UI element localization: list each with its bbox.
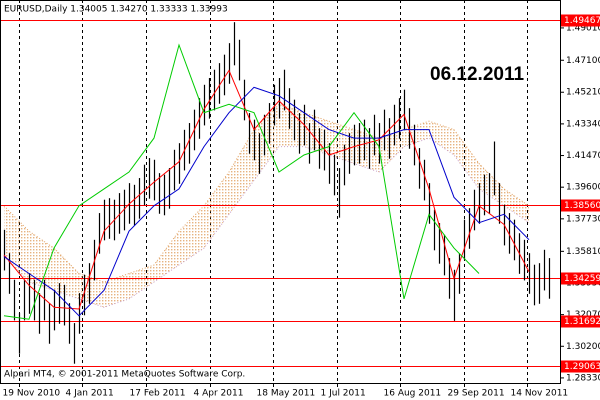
- y-tick-label: 1.35810: [566, 247, 600, 257]
- y-tick-label: 1.45210: [566, 88, 600, 98]
- plot-area: [0, 0, 560, 383]
- y-tick-label: 1.41470: [566, 151, 600, 161]
- plot-border: [0, 0, 561, 384]
- x-tick-label: 4 Jan 2011: [66, 389, 114, 399]
- annotation: 06.12.2011: [430, 64, 524, 85]
- y-tick-label: 1.43340: [566, 119, 600, 129]
- x-tick-label: 16 Aug 2011: [384, 389, 442, 399]
- x-tick-label: 29 Sep 2011: [448, 389, 505, 399]
- cloud-span-b: [3, 137, 530, 308]
- x-tick-label: 18 May 2011: [257, 389, 316, 399]
- y-tick-label: 1.30200: [566, 342, 600, 352]
- indicator-line: [3, 86, 530, 317]
- x-tick-label: 4 Apr 2011: [194, 389, 244, 399]
- y-tick-label: 1.37730: [566, 214, 600, 224]
- y-tick-label: 1.47100: [566, 56, 600, 66]
- chart-title: EURUSD,Daily 1.34005 1.34270 1.33333 1.3…: [4, 5, 228, 15]
- level-label: 1.29063: [564, 362, 600, 372]
- level-label-bg: [561, 199, 600, 212]
- cloud-fill: [4, 104, 529, 308]
- level-label: 1.38560: [564, 201, 600, 211]
- y-tick-label: 1.32070: [566, 310, 600, 320]
- indicator-line: [3, 69, 530, 310]
- y-tick-label: 1.49010: [566, 23, 600, 33]
- x-tick-label: 14 Nov 2011: [511, 389, 569, 399]
- footer: Alpari MT4, © 2001-2011 MetaQuotes Softw…: [4, 370, 245, 380]
- x-tick-label: 19 Nov 2010: [3, 389, 61, 399]
- x-tick-label: 17 Feb 2011: [130, 389, 186, 399]
- cloud-span-a: [3, 103, 530, 283]
- level-label-bg: [561, 14, 600, 27]
- level-label: 1.34259: [564, 274, 600, 284]
- level-label-bg: [561, 315, 600, 328]
- y-tick-label: 1.28330: [566, 373, 600, 383]
- level-label-bg: [561, 272, 600, 285]
- x-tick-label: 1 Jul 2011: [321, 389, 366, 399]
- level-label-bg: [561, 360, 600, 373]
- level-label: 1.49467: [564, 16, 600, 26]
- y-tick-label: 1.39600: [566, 183, 600, 193]
- indicator-line: [3, 43, 480, 320]
- level-label: 1.31692: [564, 317, 600, 327]
